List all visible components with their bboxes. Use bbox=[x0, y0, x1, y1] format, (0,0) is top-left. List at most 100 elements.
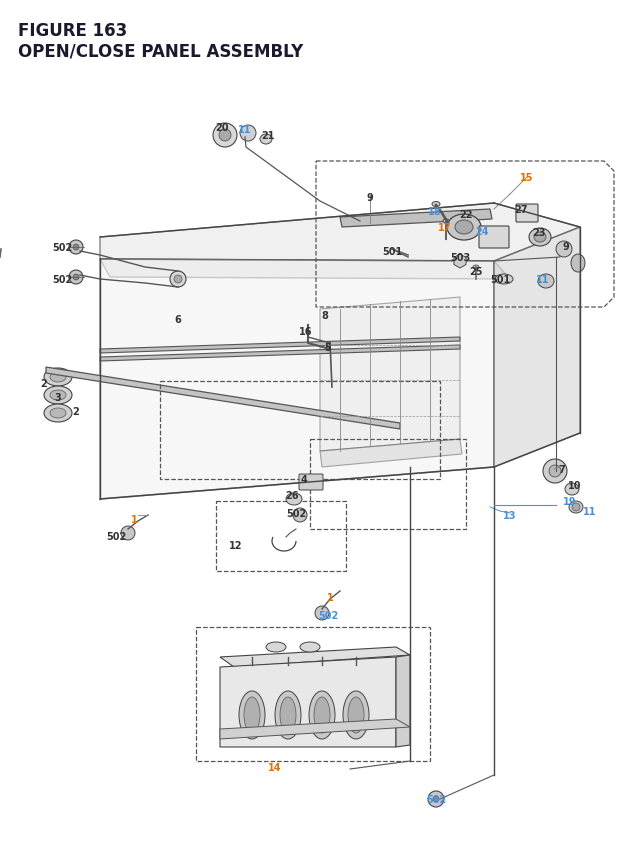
Polygon shape bbox=[220, 647, 410, 667]
Ellipse shape bbox=[280, 697, 296, 734]
Text: 4: 4 bbox=[301, 474, 307, 485]
Text: 19: 19 bbox=[563, 497, 577, 506]
Text: 13: 13 bbox=[503, 511, 516, 520]
Polygon shape bbox=[220, 657, 396, 747]
Polygon shape bbox=[220, 719, 410, 739]
Text: 502: 502 bbox=[52, 275, 72, 285]
Text: 502: 502 bbox=[106, 531, 126, 542]
Circle shape bbox=[543, 460, 567, 483]
Ellipse shape bbox=[44, 405, 72, 423]
Text: 26: 26 bbox=[285, 491, 299, 500]
Circle shape bbox=[73, 245, 79, 251]
Ellipse shape bbox=[432, 202, 440, 208]
Text: 24: 24 bbox=[476, 226, 489, 237]
Text: 17: 17 bbox=[438, 223, 452, 232]
Polygon shape bbox=[100, 260, 494, 499]
Text: 11: 11 bbox=[238, 125, 252, 135]
Ellipse shape bbox=[314, 697, 330, 734]
Ellipse shape bbox=[275, 691, 301, 739]
Circle shape bbox=[240, 126, 256, 142]
Ellipse shape bbox=[571, 255, 585, 273]
Polygon shape bbox=[100, 345, 460, 362]
Text: 25: 25 bbox=[469, 267, 483, 276]
Circle shape bbox=[121, 526, 135, 541]
Polygon shape bbox=[320, 439, 462, 468]
Ellipse shape bbox=[529, 229, 551, 247]
Ellipse shape bbox=[244, 697, 260, 734]
Text: 6: 6 bbox=[175, 314, 181, 325]
Ellipse shape bbox=[239, 691, 265, 739]
FancyBboxPatch shape bbox=[299, 474, 323, 491]
Polygon shape bbox=[320, 298, 460, 451]
Text: 501: 501 bbox=[490, 275, 510, 285]
Text: FIGURE 163: FIGURE 163 bbox=[18, 22, 127, 40]
Ellipse shape bbox=[50, 408, 66, 418]
Text: 27: 27 bbox=[515, 205, 528, 214]
Ellipse shape bbox=[348, 697, 364, 734]
Ellipse shape bbox=[50, 373, 66, 382]
Circle shape bbox=[315, 606, 329, 620]
Text: 502: 502 bbox=[318, 610, 338, 620]
Ellipse shape bbox=[569, 501, 583, 513]
Ellipse shape bbox=[447, 214, 481, 241]
Text: OPEN/CLOSE PANEL ASSEMBLY: OPEN/CLOSE PANEL ASSEMBLY bbox=[18, 42, 303, 60]
Circle shape bbox=[69, 270, 83, 285]
Polygon shape bbox=[100, 260, 510, 280]
Ellipse shape bbox=[534, 232, 546, 243]
Ellipse shape bbox=[50, 391, 66, 400]
Text: 3: 3 bbox=[54, 393, 61, 403]
Text: 10: 10 bbox=[568, 480, 582, 491]
Ellipse shape bbox=[473, 266, 479, 269]
Circle shape bbox=[174, 276, 182, 283]
Text: 18: 18 bbox=[428, 207, 442, 217]
FancyBboxPatch shape bbox=[516, 205, 538, 223]
Ellipse shape bbox=[44, 369, 72, 387]
Text: 503: 503 bbox=[450, 253, 470, 263]
Text: 21: 21 bbox=[261, 131, 275, 141]
Text: 9: 9 bbox=[563, 242, 570, 251]
Text: 502: 502 bbox=[426, 794, 446, 804]
Circle shape bbox=[433, 796, 439, 802]
Polygon shape bbox=[494, 228, 580, 468]
Circle shape bbox=[219, 130, 231, 142]
Text: 502: 502 bbox=[286, 508, 306, 518]
Text: 5: 5 bbox=[324, 343, 332, 353]
Text: 2: 2 bbox=[72, 406, 79, 417]
Polygon shape bbox=[396, 655, 410, 747]
Ellipse shape bbox=[44, 387, 72, 405]
Text: 11: 11 bbox=[536, 275, 550, 285]
Polygon shape bbox=[340, 210, 492, 228]
Polygon shape bbox=[100, 338, 460, 354]
Text: 12: 12 bbox=[229, 541, 243, 550]
Ellipse shape bbox=[495, 275, 513, 285]
Text: 2: 2 bbox=[40, 379, 47, 388]
Text: 15: 15 bbox=[520, 173, 534, 183]
Ellipse shape bbox=[455, 220, 473, 235]
Circle shape bbox=[69, 241, 83, 255]
Ellipse shape bbox=[443, 220, 449, 224]
Circle shape bbox=[549, 466, 561, 478]
Text: 22: 22 bbox=[460, 210, 473, 220]
Ellipse shape bbox=[343, 691, 369, 739]
Text: 1: 1 bbox=[131, 514, 138, 524]
Text: 11: 11 bbox=[583, 506, 596, 517]
Text: 502: 502 bbox=[52, 243, 72, 253]
Circle shape bbox=[170, 272, 186, 288]
Circle shape bbox=[572, 504, 580, 511]
Ellipse shape bbox=[300, 642, 320, 653]
Text: 14: 14 bbox=[268, 762, 282, 772]
Text: 8: 8 bbox=[321, 311, 328, 320]
FancyBboxPatch shape bbox=[479, 226, 509, 249]
Text: 1: 1 bbox=[326, 592, 333, 603]
Ellipse shape bbox=[309, 691, 335, 739]
Text: 9: 9 bbox=[367, 193, 373, 202]
Text: 7: 7 bbox=[559, 464, 565, 474]
Ellipse shape bbox=[538, 275, 554, 288]
Polygon shape bbox=[46, 368, 400, 430]
Ellipse shape bbox=[266, 642, 286, 653]
Polygon shape bbox=[100, 204, 580, 262]
Circle shape bbox=[73, 275, 79, 281]
Circle shape bbox=[213, 124, 237, 148]
Text: 16: 16 bbox=[300, 326, 313, 337]
Circle shape bbox=[556, 242, 572, 257]
